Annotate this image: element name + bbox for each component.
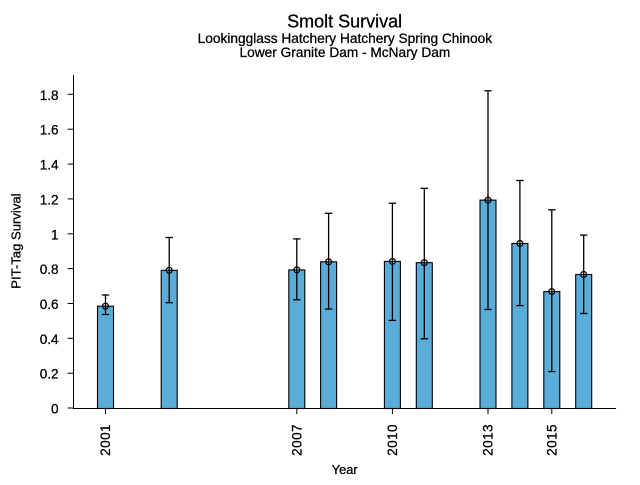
svg-text:1.2: 1.2 xyxy=(40,192,59,207)
svg-text:0: 0 xyxy=(51,402,59,417)
svg-text:1.6: 1.6 xyxy=(40,123,59,138)
svg-text:1: 1 xyxy=(51,227,59,242)
svg-text:2007: 2007 xyxy=(289,424,304,456)
svg-text:2010: 2010 xyxy=(385,424,400,456)
svg-text:1.4: 1.4 xyxy=(40,158,59,173)
svg-text:2015: 2015 xyxy=(544,424,559,456)
svg-text:0.2: 0.2 xyxy=(40,367,59,382)
svg-text:Lookingglass Hatchery Hatchery: Lookingglass Hatchery Hatchery Spring Ch… xyxy=(198,31,493,46)
svg-text:Year: Year xyxy=(332,462,359,477)
svg-text:0.4: 0.4 xyxy=(40,332,59,347)
svg-text:Lower Granite Dam - McNary Dam: Lower Granite Dam - McNary Dam xyxy=(240,45,451,60)
svg-text:0.6: 0.6 xyxy=(40,297,59,312)
svg-text:2001: 2001 xyxy=(98,424,113,456)
svg-text:0.8: 0.8 xyxy=(40,262,59,277)
svg-text:PIT-Tag Survival: PIT-Tag Survival xyxy=(8,193,23,288)
svg-text:Smolt Survival: Smolt Survival xyxy=(287,12,402,32)
svg-text:2013: 2013 xyxy=(481,424,496,456)
svg-text:1.8: 1.8 xyxy=(40,88,59,103)
